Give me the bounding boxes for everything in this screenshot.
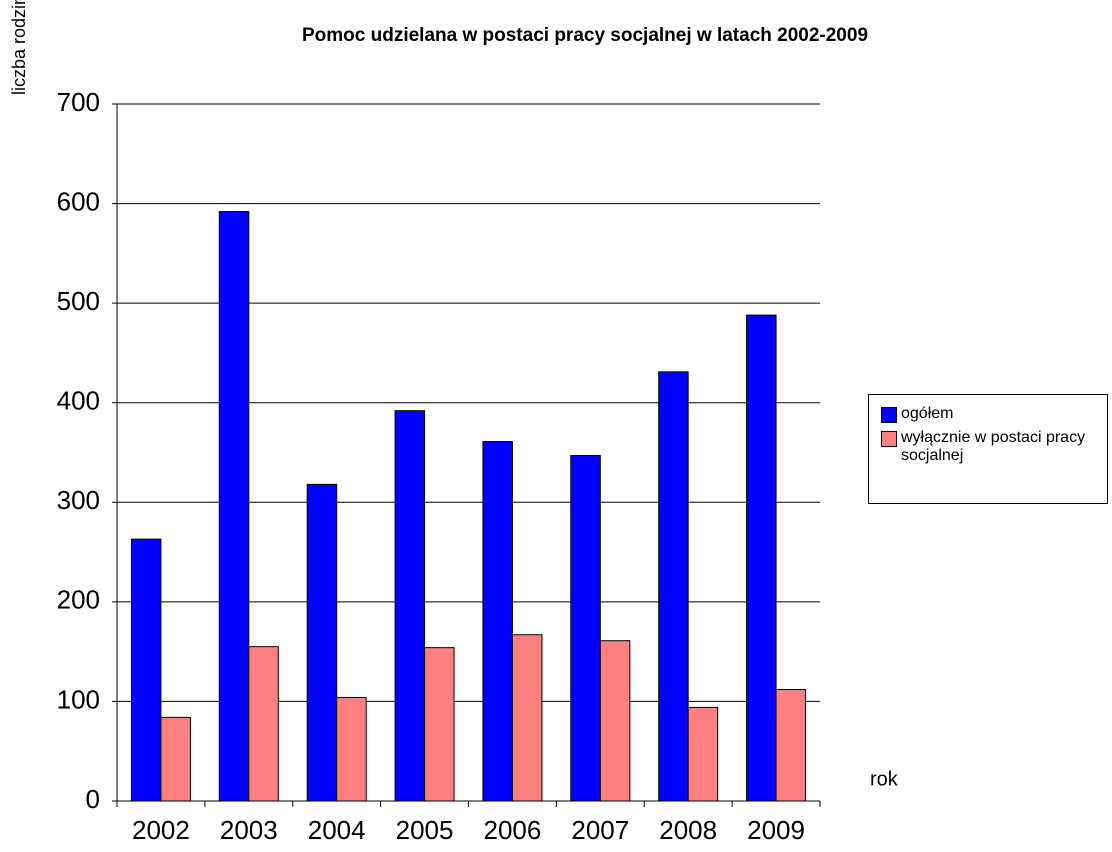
- bar: [130, 538, 162, 802]
- x-tick-label: 2004: [308, 815, 366, 845]
- legend-item: ogółem: [877, 405, 1099, 423]
- y-axis-label: liczba rodzin: [9, 0, 29, 95]
- bar: [658, 371, 689, 802]
- y-tick-label: 600: [57, 186, 100, 216]
- y-tick-label: 100: [57, 684, 100, 714]
- x-tick-label: 2005: [396, 815, 454, 845]
- y-tick-label: 0: [86, 784, 100, 814]
- bar: [248, 646, 279, 802]
- y-tick-label: 300: [57, 485, 100, 515]
- x-axis-label: rok: [870, 768, 899, 790]
- y-tick-label: 400: [57, 386, 100, 416]
- y-tick-label: 500: [57, 286, 100, 316]
- legend-swatch: [881, 431, 897, 447]
- legend-label: ogółem: [901, 405, 954, 422]
- bar: [599, 640, 631, 802]
- bar: [570, 454, 601, 802]
- x-tick-label: 2003: [220, 815, 278, 845]
- x-tick-label: 2009: [747, 815, 805, 845]
- bar: [511, 634, 543, 802]
- chart-title: Pomoc udzielana w postaci pracy socjalne…: [302, 25, 868, 46]
- legend-label: wyłącznie w postaci pracy socjalnej: [901, 429, 1086, 464]
- legend-item: wyłącznie w postaci pracy socjalnej: [877, 429, 1099, 465]
- x-tick-label: 2008: [659, 815, 717, 845]
- bar: [394, 410, 426, 802]
- x-tick-label: 2007: [571, 815, 629, 845]
- legend: ogółem wyłącznie w postaci pracy socjalne…: [868, 394, 1108, 504]
- bar: [336, 696, 367, 802]
- bar: [160, 716, 191, 802]
- bar: [775, 688, 807, 802]
- bar: [687, 706, 719, 802]
- legend-swatch: [881, 407, 897, 423]
- bar: [306, 483, 338, 802]
- y-tick-label: 200: [57, 585, 100, 615]
- bar: [482, 441, 513, 802]
- x-tick-label: 2006: [484, 815, 542, 845]
- bar: [218, 211, 250, 802]
- bar: [746, 314, 777, 802]
- y-tick-label: 700: [57, 87, 100, 117]
- bar: [424, 647, 455, 802]
- x-tick-label: 2002: [132, 815, 190, 845]
